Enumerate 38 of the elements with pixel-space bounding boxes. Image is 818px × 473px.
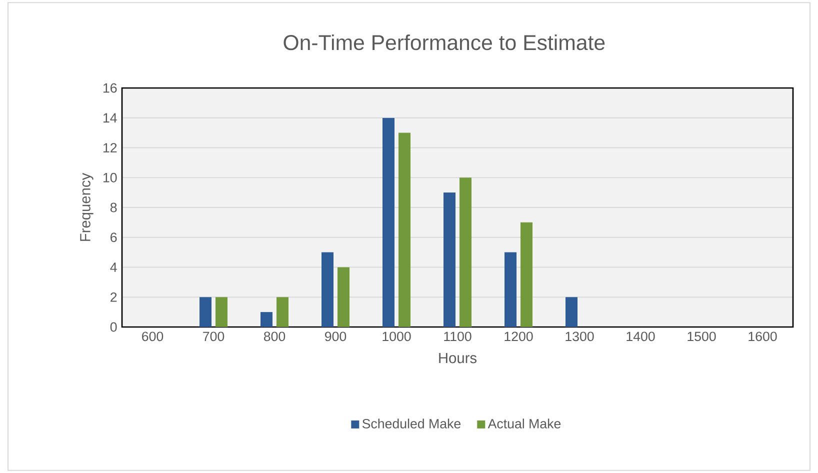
y-tick-label: 16 <box>103 83 117 93</box>
y-tick-label: 10 <box>103 172 117 182</box>
x-tick-label: 1000 <box>382 332 411 342</box>
x-tick-label: 1400 <box>626 332 655 342</box>
bar <box>382 118 395 327</box>
legend-label: Scheduled Make <box>362 418 461 428</box>
y-tick-label: 4 <box>110 262 117 272</box>
y-tick-label: 2 <box>110 292 117 302</box>
y-tick-label: 12 <box>103 143 117 152</box>
x-tick-label: 1300 <box>566 332 594 342</box>
bar <box>444 192 456 327</box>
y-axis-title: Frequency <box>80 172 94 241</box>
x-axis-title: Hours <box>439 352 477 364</box>
bar <box>504 252 517 327</box>
x-tick-label: 1100 <box>444 332 472 342</box>
bar <box>338 267 350 327</box>
y-tick-label: 0 <box>110 322 117 332</box>
bar <box>276 297 289 327</box>
bar <box>260 312 273 327</box>
x-tick-label: 600 <box>142 332 164 342</box>
bar <box>200 297 212 327</box>
bar <box>322 252 334 327</box>
bar <box>520 222 532 327</box>
x-tick-label: 800 <box>264 332 286 342</box>
y-tick-label: 14 <box>103 113 117 122</box>
x-tick-label: 1200 <box>504 332 533 342</box>
x-tick-label: 1500 <box>688 332 716 342</box>
y-tick-label: 8 <box>110 202 117 212</box>
bar <box>460 178 472 327</box>
bar <box>566 297 578 327</box>
y-tick-label: 6 <box>110 232 117 242</box>
x-tick-label: 700 <box>203 332 224 342</box>
chart-title: On-Time Performance to Estimate <box>284 34 605 50</box>
bar <box>216 297 228 327</box>
bar <box>398 132 410 327</box>
x-tick-label: 900 <box>325 332 346 342</box>
x-tick-label: 1600 <box>748 332 777 342</box>
legend-label: Actual Make <box>488 418 561 428</box>
